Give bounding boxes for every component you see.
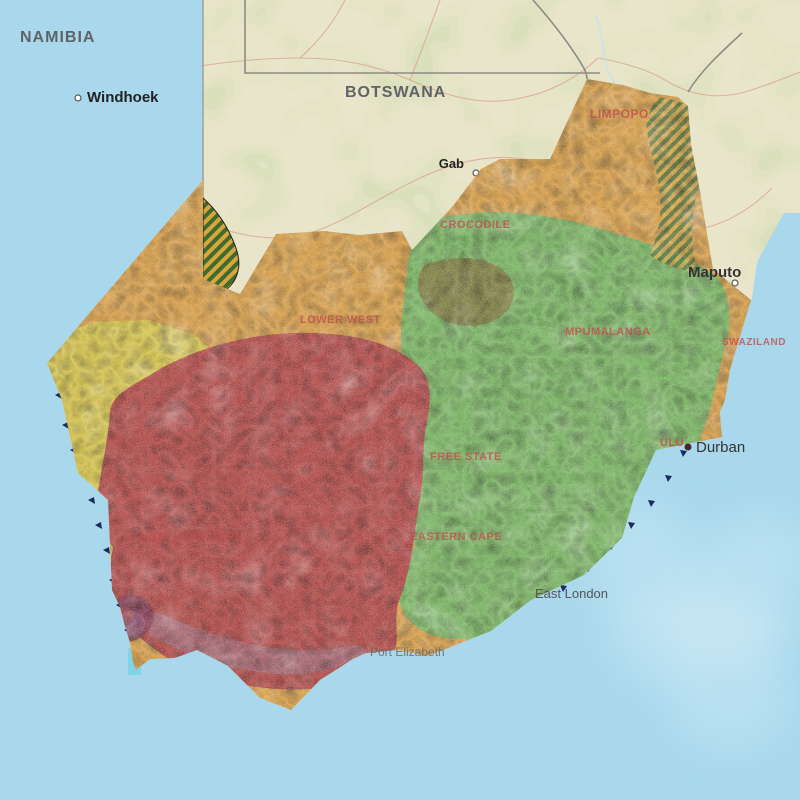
svg-text:NORTHERN CAPE: NORTHERN CAPE xyxy=(140,531,242,543)
svg-text:NAMIBIA: NAMIBIA xyxy=(20,29,95,46)
svg-text:LIMPOPO: LIMPOPO xyxy=(590,107,649,121)
svg-text:FREE STATE: FREE STATE xyxy=(430,451,502,463)
svg-text:SWAZILAND: SWAZILAND xyxy=(722,337,786,348)
svg-text:EASTERN CAPE: EASTERN CAPE xyxy=(410,531,502,543)
svg-text:Gab: Gab xyxy=(439,156,464,171)
svg-text:East London: East London xyxy=(535,586,608,601)
svg-text:Durban: Durban xyxy=(696,439,745,456)
svg-text:CROCODILE: CROCODILE xyxy=(440,219,511,231)
svg-text:ULU: ULU xyxy=(660,437,684,449)
svg-text:Maputo: Maputo xyxy=(688,264,741,281)
svg-text:BOTSWANA: BOTSWANA xyxy=(345,84,446,101)
svg-text:Windhoek: Windhoek xyxy=(87,89,159,106)
svg-text:MPUMALANGA: MPUMALANGA xyxy=(565,326,651,338)
svg-text:Port Elizabeth: Port Elizabeth xyxy=(370,645,445,659)
svg-text:LOWER WEST: LOWER WEST xyxy=(300,314,381,326)
